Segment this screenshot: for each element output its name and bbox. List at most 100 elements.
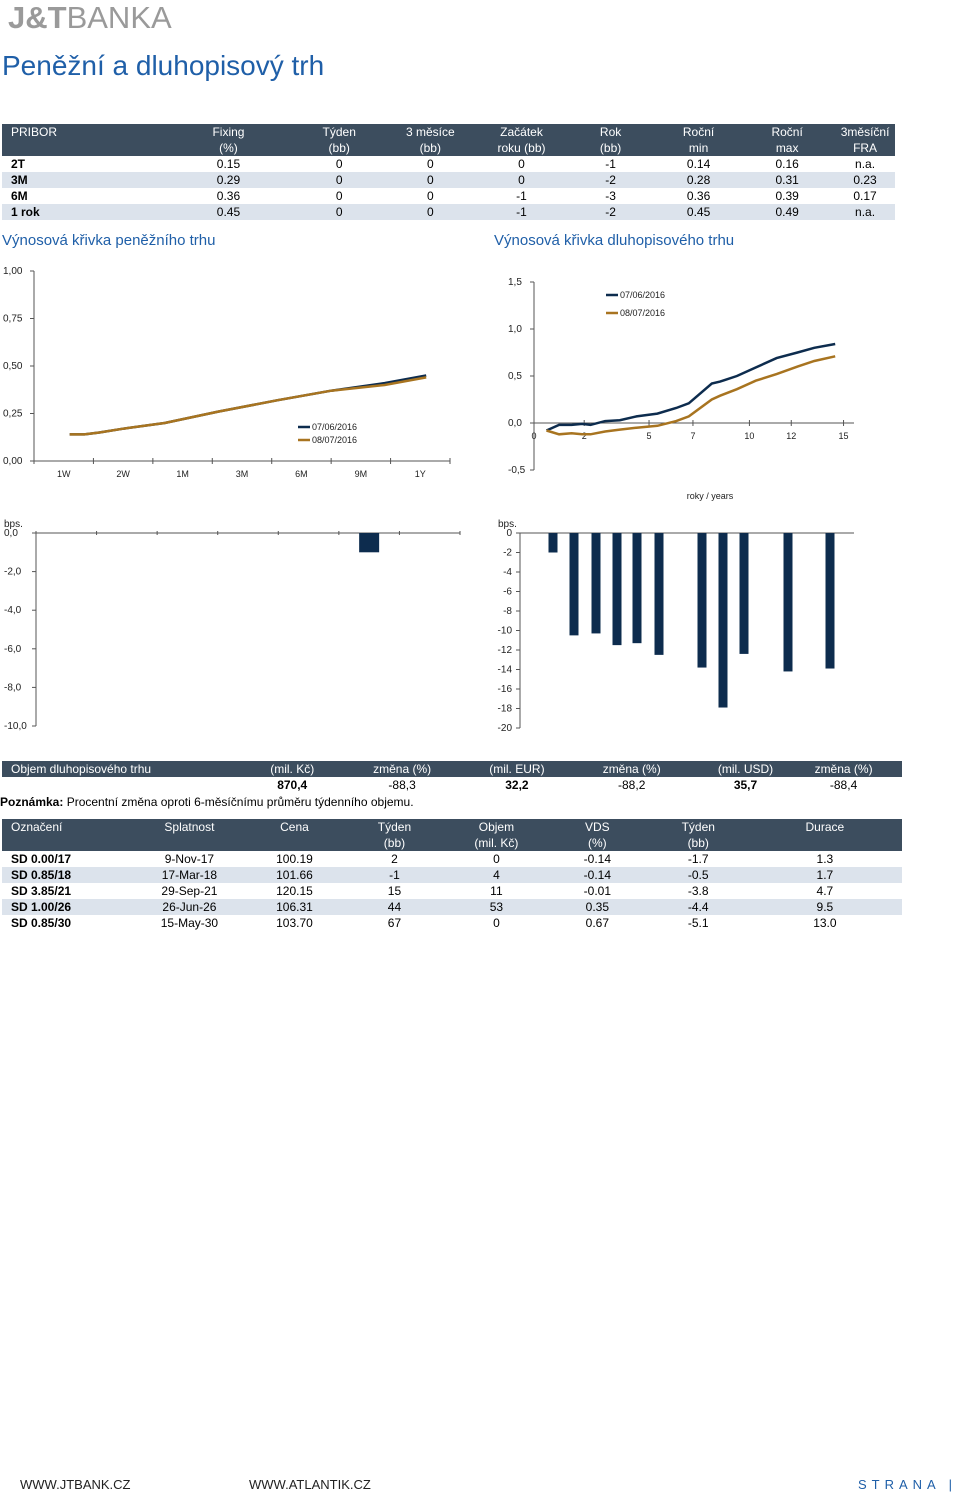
y-tick-label: -2,0 xyxy=(4,567,22,578)
bond-row: SD 1.00/26 26-Jun-26 106.31 44 53 0.35 -4.4 9.5 xyxy=(2,899,902,915)
page-title: Peněžní a dluhopisový trh xyxy=(2,50,325,81)
y-tick-label: -2 xyxy=(503,548,512,559)
pribor-cell: 0.45 xyxy=(657,204,740,220)
legend-label: 08/07/2016 xyxy=(620,308,665,318)
x-tick-label: 6M xyxy=(295,469,308,479)
bond-curve-title: Výnosová křivka dluhopisového trhu xyxy=(494,232,735,249)
series-line xyxy=(69,376,427,436)
bond-cell: 26-Jun-26 xyxy=(131,899,247,915)
bond-row: SD 0.85/30 15-May-30 103.70 67 0 0.67 -5.1 13.0 xyxy=(2,915,902,931)
pribor-cell: -3 xyxy=(605,189,616,203)
bond-cell: 106.31 xyxy=(246,899,343,915)
bond-name: SD 0.00/17 xyxy=(11,852,72,866)
volume-header-row: Objem dluhopisového trhu (mil. Kč) změna… xyxy=(2,761,902,777)
chart-unit-label: bps. xyxy=(4,519,23,530)
bond-col-header: Cena xyxy=(246,819,343,851)
bond-col-header: Označení xyxy=(2,819,132,851)
volume-col-header: změna (%) xyxy=(327,761,477,777)
bond-cell: -4.4 xyxy=(648,899,748,915)
bond-col-header: Splatnost xyxy=(131,819,247,851)
y-tick-label: 0,0 xyxy=(508,418,522,429)
y-tick-label: -8,0 xyxy=(4,682,22,693)
series-line xyxy=(546,355,836,436)
pribor-col-header: Rok (bb) xyxy=(563,124,658,156)
bar xyxy=(739,533,749,654)
bar xyxy=(591,533,601,634)
y-tick-label: -20 xyxy=(498,723,513,734)
pribor-cell: 0.15 xyxy=(216,157,241,171)
money-curve-title: Výnosová křivka peněžního trhu xyxy=(2,232,216,249)
x-tick-label: 2 xyxy=(582,431,587,441)
pribor-row: 1 rok 0.45 0 0 -1 -2 0.45 0.49 n.a. xyxy=(2,204,895,220)
bond-cell: 13.0 xyxy=(813,916,837,930)
footer-site-atlantik[interactable]: WWW.ATLANTIK.CZ xyxy=(249,1477,371,1492)
y-tick-label: -16 xyxy=(498,684,513,695)
volume-eur-change: -88,2 xyxy=(618,778,646,792)
bond-cell: 0.67 xyxy=(585,916,610,930)
footer-site-jtbank[interactable]: WWW.JTBANK.CZ xyxy=(20,1477,131,1492)
bar-9M xyxy=(359,533,380,553)
bond-cell: 2 xyxy=(391,852,398,866)
bond-cell: -1.7 xyxy=(687,852,709,866)
bond-cell: 0.35 xyxy=(545,899,649,915)
pribor-cell: 0 xyxy=(335,157,343,171)
bond-cell: 17-Mar-18 xyxy=(131,867,247,883)
x-tick-label: 10 xyxy=(744,431,754,441)
pribor-cell: 0.23 xyxy=(835,172,895,188)
bond-cell: 100.19 xyxy=(276,852,313,866)
bond-cell: -5.1 xyxy=(687,916,709,930)
pribor-tenor: 1 rok xyxy=(2,204,160,220)
pribor-cell: 0.31 xyxy=(739,172,836,188)
x-tick-label: 1M xyxy=(176,469,189,479)
bond-header-row: Označení Splatnost Cena Týden (bb) Objem(… xyxy=(2,819,902,851)
pribor-cell: 0.36 xyxy=(686,189,711,203)
volume-col-header: (mil. Kč) xyxy=(256,761,328,777)
bar xyxy=(569,533,579,636)
page-label: STRANA xyxy=(858,1477,941,1492)
pribor-tenor: 6M xyxy=(11,189,28,203)
bond-name: SD 0.85/30 xyxy=(11,916,72,930)
chart-unit-label: bps. xyxy=(498,519,517,530)
volume-col-header: změna (%) xyxy=(557,761,706,777)
bond-change-chart: bps.0 -2 -4 -6 -8 -10 -12 -14 -16 -18 -20 xyxy=(498,519,854,734)
bar xyxy=(548,533,558,553)
y-tick-label: 0 xyxy=(506,528,512,539)
volume-col-header: (mil. EUR) xyxy=(476,761,558,777)
y-tick-label: -10 xyxy=(498,626,513,637)
pribor-cell: 0.17 xyxy=(853,189,877,203)
pribor-cell: 0 xyxy=(380,204,480,220)
x-tick-label: 3M xyxy=(236,469,249,479)
x-axis-label: roky / years xyxy=(687,491,734,501)
pribor-cell: -1 xyxy=(605,157,616,171)
y-tick-label: -6 xyxy=(503,587,512,598)
bond-cell: 67 xyxy=(387,916,402,930)
bond-row: SD 0.85/18 17-Mar-18 101.66 -1 4 -0.14 -0.5 1.7 xyxy=(2,867,902,883)
volume-table: Objem dluhopisového trhu (mil. Kč) změna… xyxy=(2,761,902,793)
pribor-cell: 0.36 xyxy=(216,189,241,203)
y-tick-label: -6,0 xyxy=(4,644,22,655)
bond-name: SD 1.00/26 xyxy=(2,899,132,915)
volume-col-header: změna (%) xyxy=(785,761,902,777)
y-tick-label: 0,00 xyxy=(3,456,23,467)
pribor-cell: -1 xyxy=(516,189,527,203)
note-text: Procentní změna oproti 6-měsíčnímu průmě… xyxy=(63,795,414,809)
bond-col-header: VDS (%) xyxy=(545,819,649,851)
bond-cell: 4 xyxy=(446,867,546,883)
pribor-cell: 0.49 xyxy=(739,204,836,220)
bond-cell: 44 xyxy=(342,899,447,915)
volume-cell xyxy=(2,777,257,793)
x-tick-label: 0 xyxy=(531,431,536,441)
x-tick-label: 9M xyxy=(355,469,368,479)
bond-cell: -0.14 xyxy=(583,852,612,866)
bond-cell: 9-Nov-17 xyxy=(164,852,215,866)
bond-row: SD 0.00/17 9-Nov-17 100.19 2 0 -0.14 -1.7 1.3 xyxy=(2,851,902,867)
pribor-cell: 0.39 xyxy=(775,189,799,203)
pribor-cell: 0.16 xyxy=(775,157,799,171)
y-tick-label: -10,0 xyxy=(4,721,27,732)
volume-usd: 35,7 xyxy=(733,778,758,792)
bond-cell: 29-Sep-21 xyxy=(161,884,218,898)
bond-cell: 0 xyxy=(493,852,500,866)
pribor-cell: 0 xyxy=(297,172,381,188)
x-tick-label: 1Y xyxy=(415,469,426,479)
bar xyxy=(697,533,707,668)
